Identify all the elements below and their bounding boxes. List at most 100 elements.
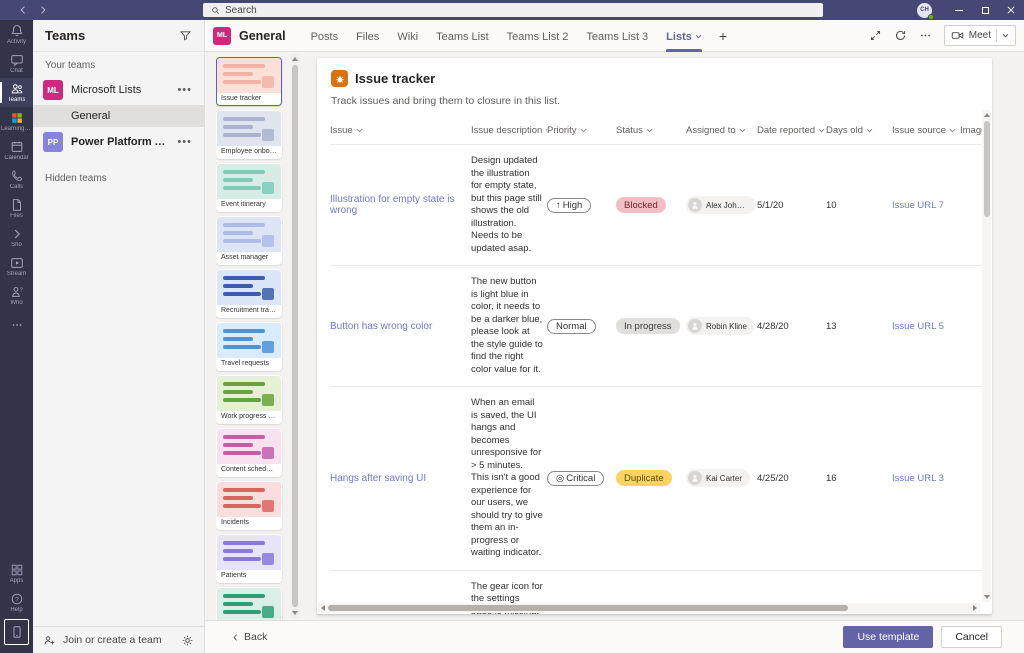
lists-template-picker: Issue tracker Employee onboar... Event iti…: [205, 52, 1024, 620]
column-header-issue-source[interactable]: Issue source: [892, 117, 960, 145]
svg-text:?: ?: [15, 596, 19, 603]
manage-teams-gear-icon[interactable]: [181, 634, 194, 647]
filter-icon[interactable]: [179, 29, 192, 42]
channel-general[interactable]: General: [33, 105, 204, 127]
cancel-button[interactable]: Cancel: [941, 626, 1002, 648]
template-card-patients[interactable]: Patients: [216, 534, 282, 583]
tab-teams-list-2[interactable]: Teams List 2: [506, 30, 569, 43]
scrollbar-thumb[interactable]: [292, 65, 298, 607]
issue-source-link[interactable]: Issue URL 7: [892, 200, 944, 211]
maximize-button[interactable]: [972, 0, 998, 20]
table-horizontal-scrollbar[interactable]: [318, 603, 980, 613]
tab-posts[interactable]: Posts: [310, 30, 339, 43]
template-card-incidents[interactable]: Incidents: [216, 481, 282, 530]
template-card-content-scheduler[interactable]: Content scheduler: [216, 428, 282, 477]
rail-item-activity[interactable]: Activity: [0, 20, 33, 49]
template-list-scrollbar[interactable]: [291, 54, 299, 618]
column-label: Issue description: [471, 125, 543, 136]
scroll-left-icon[interactable]: [318, 603, 328, 613]
days-old: 16: [826, 473, 837, 485]
scroll-down-icon[interactable]: [291, 608, 299, 618]
rail-item-files[interactable]: Files: [0, 194, 33, 223]
tab-wiki[interactable]: Wiki: [397, 30, 419, 43]
scroll-down-icon[interactable]: [982, 592, 991, 602]
tab-lists[interactable]: Lists: [657, 22, 711, 52]
nav-forward-icon[interactable]: [38, 5, 48, 15]
tab-teams-list[interactable]: Teams List: [436, 30, 489, 43]
template-card-event-itinerary[interactable]: Event itinerary: [216, 163, 282, 212]
template-card-issue-tracker[interactable]: Issue tracker: [216, 57, 282, 106]
file-icon: [10, 198, 24, 212]
assignee-name: Kai Carter: [706, 473, 743, 483]
template-card-asset-manager[interactable]: Asset manager: [216, 216, 282, 265]
phone-icon: [10, 169, 24, 183]
template-label: Patients: [217, 570, 281, 582]
close-button[interactable]: [998, 0, 1024, 20]
rail-item-teams[interactable]: Teams: [0, 78, 33, 107]
use-template-button[interactable]: Use template: [843, 626, 934, 648]
column-header-images[interactable]: Images: [960, 117, 983, 145]
rail-item-more-dots-icon[interactable]: [0, 310, 33, 339]
add-tab-button[interactable]: +: [718, 27, 728, 44]
team-more-icon[interactable]: •••: [177, 136, 192, 148]
sidebar-team-microsoft-lists[interactable]: ML Microsoft Lists •••: [33, 75, 204, 105]
issue-link[interactable]: Hangs after saving UI: [330, 473, 427, 485]
rail-item-mobile-icon[interactable]: [4, 619, 29, 645]
scroll-right-icon[interactable]: [970, 603, 980, 613]
template-card-work-progress-tra[interactable]: Work progress tra...: [216, 375, 282, 424]
avatar[interactable]: CH: [917, 2, 934, 20]
join-or-create-team-button[interactable]: Join or create a team: [33, 626, 204, 653]
tab-teams-list-3[interactable]: Teams List 3: [586, 30, 649, 43]
rail-item-apps[interactable]: Apps: [0, 559, 33, 588]
refresh-icon[interactable]: [894, 29, 907, 42]
template-preview-card: Issue tracker Track issues and bring the…: [317, 58, 992, 614]
rail-item-calendar[interactable]: Calendar: [0, 136, 33, 165]
minimize-button[interactable]: [946, 0, 972, 20]
nav-back-icon[interactable]: [18, 5, 28, 15]
expand-tab-icon[interactable]: [869, 29, 882, 42]
search-input[interactable]: Search: [203, 3, 823, 17]
team-more-icon[interactable]: •••: [177, 84, 192, 96]
column-header-issue[interactable]: Issue: [330, 117, 471, 145]
column-header-issue-description[interactable]: Issue description: [471, 117, 547, 145]
rail-item-stream[interactable]: Stream: [0, 252, 33, 281]
template-title: Issue tracker: [355, 71, 436, 86]
column-header-date-reported[interactable]: Date reported: [757, 117, 826, 145]
issue-link[interactable]: Button has wrong color: [330, 321, 433, 332]
template-card-partial-10[interactable]: [216, 587, 282, 620]
back-button[interactable]: Back: [231, 631, 267, 643]
table-vertical-scrollbar[interactable]: [982, 110, 991, 602]
mobile-icon: [10, 625, 24, 639]
rail-item-help[interactable]: ? Help: [0, 588, 33, 617]
tab-files[interactable]: Files: [356, 30, 380, 43]
rail-item-calls[interactable]: Calls: [0, 165, 33, 194]
rail-item-who[interactable]: ? Who: [0, 281, 33, 310]
issue-link[interactable]: Illustration for empty state is wrong: [330, 194, 455, 216]
template-card-recruitment-tracker[interactable]: Recruitment tracker: [216, 269, 282, 318]
issue-source-link[interactable]: Issue URL 5: [892, 321, 944, 332]
template-illustration: [217, 58, 281, 93]
column-header-status[interactable]: Status: [616, 117, 686, 145]
scroll-up-icon[interactable]: [291, 54, 299, 64]
template-card-travel-requests[interactable]: Travel requests: [216, 322, 282, 371]
template-card-employee-onboar[interactable]: Employee onboar...: [216, 110, 282, 159]
template-illustration: [217, 482, 281, 517]
rail-item-label: Help: [10, 607, 23, 613]
column-header-days-old[interactable]: Days old: [826, 117, 892, 145]
rail-item-sho[interactable]: Sho: [0, 223, 33, 252]
more-dots-icon: [10, 318, 24, 332]
column-header-assigned-to[interactable]: Assigned to: [686, 117, 757, 145]
meet-chevron-down-icon[interactable]: [1002, 33, 1009, 38]
issues-table: Issue Issue description Priority Status Assi…: [330, 117, 983, 614]
images-cell: [960, 266, 983, 387]
rail-item-learning-pa[interactable]: Learning Pa...: [0, 107, 33, 136]
issue-source-link[interactable]: Issue URL 3: [892, 473, 944, 485]
more-options-icon[interactable]: [919, 29, 932, 42]
sidebar-team-power-platform-admin[interactable]: PP Power Platform Admin •••: [33, 127, 204, 157]
scrollbar-thumb[interactable]: [328, 605, 848, 611]
scroll-up-icon[interactable]: [982, 110, 991, 120]
column-header-priority[interactable]: Priority: [547, 117, 616, 145]
rail-item-chat[interactable]: Chat: [0, 49, 33, 78]
meet-button[interactable]: Meet: [943, 25, 1016, 46]
scrollbar-thumb[interactable]: [983, 121, 990, 217]
